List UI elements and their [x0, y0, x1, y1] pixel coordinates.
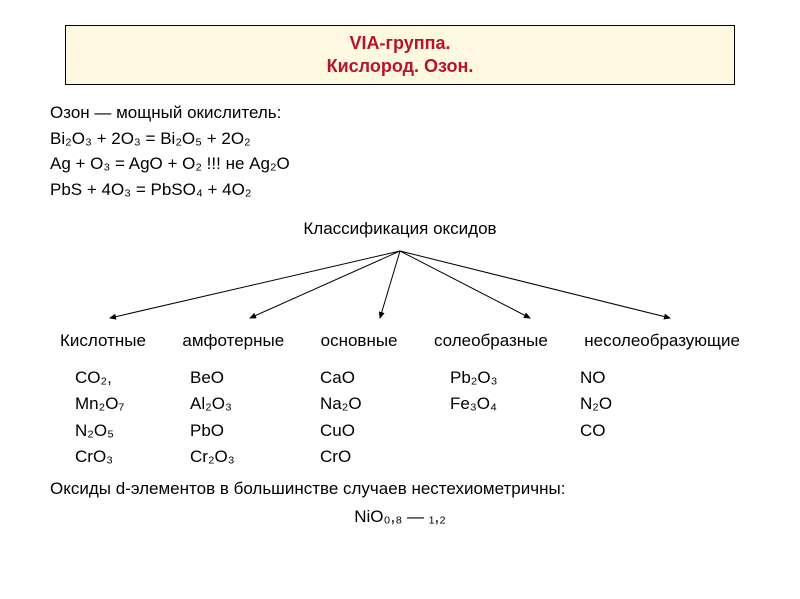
category-1: Кислотные: [60, 328, 146, 354]
cell: CrO₃: [50, 444, 190, 470]
example-row: Mn₂O₇ Al₂O₃ Na₂O Fe₃O₄ N₂O: [50, 391, 750, 417]
cell: PbO: [190, 418, 320, 444]
arrows-svg: [50, 246, 750, 326]
cell: Pb₂O₃: [450, 365, 580, 391]
cell: CO₂,: [50, 365, 190, 391]
equation-1: Bi₂O₃ + 2O₃ = Bi₂O₅ + 2O₂: [50, 126, 750, 152]
cell: [580, 444, 710, 470]
examples-grid: CO₂, BeO CaO Pb₂O₃ NO Mn₂O₇ Al₂O₃ Na₂O F…: [50, 365, 750, 470]
cell: [450, 418, 580, 444]
cell: Cr₂O₃: [190, 444, 320, 470]
bottom-note: Оксиды d-элементов в большинстве случаев…: [50, 476, 750, 502]
cell: N₂O: [580, 391, 710, 417]
equation-3: PbS + 4O₃ = PbSO₄ + 4O₂: [50, 177, 750, 203]
intro-text: Озон — мощный окислитель:: [50, 100, 750, 126]
cell: NO: [580, 365, 710, 391]
bottom-formula: NiO₀,₈ — ₁,₂: [50, 504, 750, 530]
cell: [450, 444, 580, 470]
cell: CaO: [320, 365, 450, 391]
category-5: несолеобразующие: [584, 328, 740, 354]
title-line-2: Кислород. Озон.: [327, 55, 474, 78]
example-row: CO₂, BeO CaO Pb₂O₃ NO: [50, 365, 750, 391]
cell: Mn₂O₇: [50, 391, 190, 417]
cell: CuO: [320, 418, 450, 444]
cell: CO: [580, 418, 710, 444]
cell: BeO: [190, 365, 320, 391]
example-row: N₂O₅ PbO CuO CO: [50, 418, 750, 444]
category-2: амфотерные: [182, 328, 284, 354]
content-area: Озон — мощный окислитель: Bi₂O₃ + 2O₃ = …: [50, 100, 750, 529]
cell: Al₂O₃: [190, 391, 320, 417]
equation-2: Ag + O₃ = AgO + O₂ !!! не Ag₂O: [50, 151, 750, 177]
example-row: CrO₃ Cr₂O₃ CrO: [50, 444, 750, 470]
category-row: Кислотные амфотерные основные солеобразн…: [50, 328, 750, 354]
category-3: основные: [321, 328, 398, 354]
classification-header: Классификация оксидов: [50, 216, 750, 242]
category-4: солеобразные: [434, 328, 548, 354]
classification-arrows: [50, 246, 750, 326]
cell: CrO: [320, 444, 450, 470]
title-box: VIА-группа. Кислород. Озон.: [65, 25, 735, 85]
title-line-1: VIА-группа.: [349, 32, 450, 55]
cell: Na₂O: [320, 391, 450, 417]
cell: Fe₃O₄: [450, 391, 580, 417]
cell: N₂O₅: [50, 418, 190, 444]
